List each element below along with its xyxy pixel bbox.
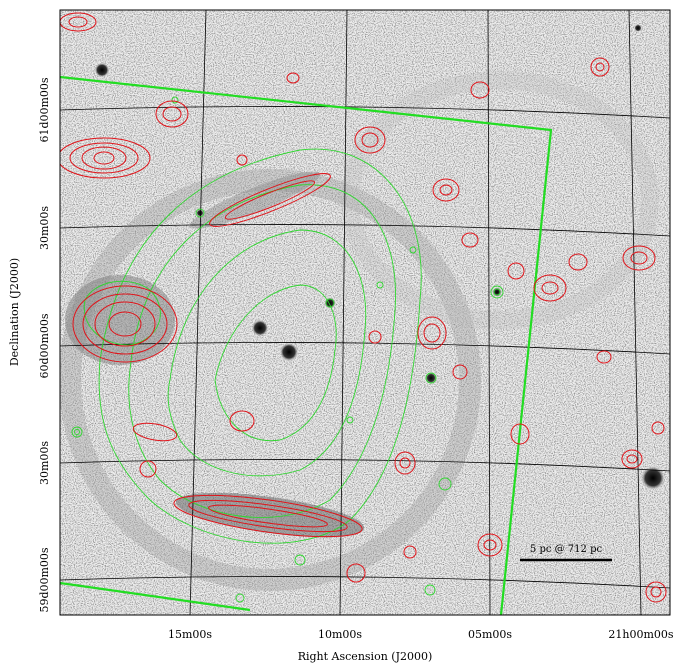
survey-boundary bbox=[59, 75, 553, 616]
y-tick-label: 61d00m00s bbox=[38, 77, 51, 142]
sky-image bbox=[60, 10, 670, 615]
y-axis-ticks: 61d00m00s 30m00s 60d00m00s 30m00s 59d00m… bbox=[38, 77, 51, 612]
red-contours bbox=[60, 12, 667, 603]
x-tick-label: 21h00m00s bbox=[608, 628, 674, 641]
x-axis-title: Right Ascension (J2000) bbox=[298, 650, 433, 663]
y-tick-label: 30m00s bbox=[38, 206, 51, 250]
x-tick-label: 05m00s bbox=[468, 628, 512, 641]
image-frame bbox=[59, 9, 671, 616]
x-tick-label: 15m00s bbox=[168, 628, 212, 641]
scale-bar-label: 5 pc @ 712 pc bbox=[530, 544, 603, 555]
y-tick-label: 60d00m00s bbox=[38, 313, 51, 378]
coordinate-grid bbox=[60, 10, 670, 615]
y-tick-label: 30m00s bbox=[38, 441, 51, 485]
y-tick-label: 59d00m00s bbox=[38, 547, 51, 612]
green-contours bbox=[71, 96, 504, 603]
scale-bar: 5 pc @ 712 pc bbox=[520, 544, 612, 562]
x-tick-label: 10m00s bbox=[318, 628, 362, 641]
y-axis-title: Declination (J2000) bbox=[8, 258, 21, 366]
x-axis-ticks: 15m00s 10m00s 05m00s 21h00m00s bbox=[168, 628, 674, 641]
